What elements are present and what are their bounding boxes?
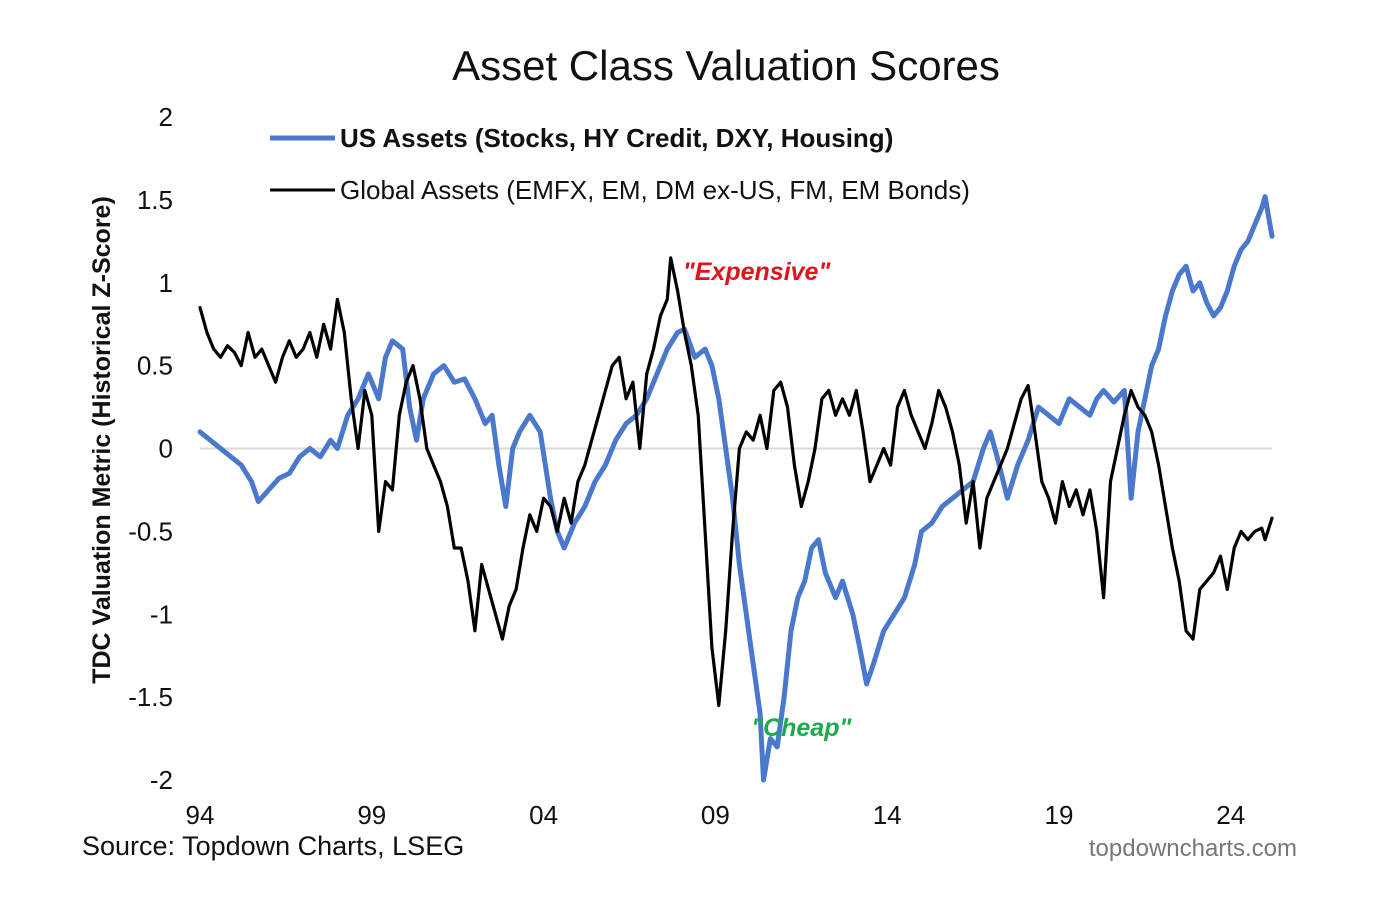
y-tick-label: -1 (150, 599, 173, 629)
legend: US Assets (Stocks, HY Credit, DXY, Housi… (270, 123, 970, 205)
y-tick-label: 2 (159, 102, 173, 132)
x-tick-label: 24 (1216, 800, 1245, 830)
y-tick-label: 1.5 (137, 185, 173, 215)
y-tick-label: 1 (159, 268, 173, 298)
series-line-global-assets (198, 256, 1274, 707)
x-tick-label: 99 (357, 800, 386, 830)
y-tick-label: -2 (150, 765, 173, 795)
series-layer (197, 194, 1275, 783)
y-tick-labels: 2 1.5 1 0.5 0 -0.5 -1 -1.5 -2 (128, 102, 173, 795)
x-tick-label: 04 (529, 800, 558, 830)
y-tick-label: 0.5 (137, 351, 173, 381)
legend-label-us: US Assets (Stocks, HY Credit, DXY, Housi… (340, 123, 893, 153)
website-credit: topdowncharts.com (1089, 835, 1297, 862)
y-tick-label: -1.5 (128, 682, 173, 712)
x-tick-labels: 94 99 04 09 14 19 24 (186, 800, 1246, 830)
y-tick-label: 0 (159, 434, 173, 464)
chart-title: Asset Class Valuation Scores (452, 42, 1000, 89)
annotation-cheap: "Cheap" (751, 714, 852, 742)
x-tick-label: 14 (873, 800, 902, 830)
x-tick-label: 19 (1045, 800, 1074, 830)
series-line-us-assets (197, 194, 1275, 783)
source-note: Source: Topdown Charts, LSEG (82, 831, 464, 861)
y-axis-label: TDC Valuation Metric (Historical Z-Score… (88, 196, 116, 684)
y-tick-label: -0.5 (128, 516, 173, 546)
annotation-expensive: "Expensive" (683, 258, 832, 286)
x-tick-label: 94 (186, 800, 215, 830)
legend-label-global: Global Assets (EMFX, EM, DM ex-US, FM, E… (340, 175, 970, 205)
x-tick-label: 09 (701, 800, 730, 830)
